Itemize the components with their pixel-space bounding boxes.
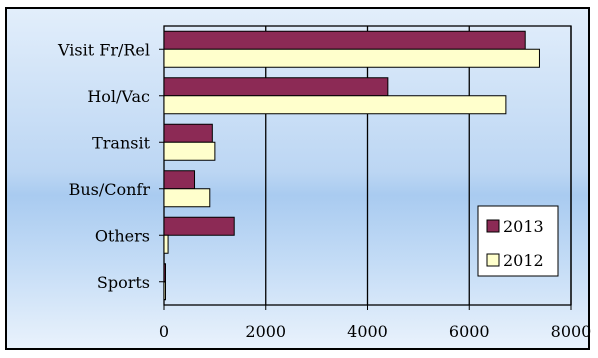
bar-2012-visit-fr-rel [163, 48, 540, 68]
legend-label-2012: 2012 [503, 251, 544, 270]
legend-label-2013: 2013 [503, 217, 544, 236]
bar-2013-bus-confr [163, 170, 196, 190]
x-tick-label: 6000 [449, 322, 490, 341]
bar-2013-sports [163, 263, 166, 283]
bar-2012-transit [163, 141, 216, 161]
bar-2012-others [163, 234, 169, 254]
y-tick-label: Bus/Confr [69, 180, 151, 199]
y-tick-label: Hol/Vac [87, 87, 150, 106]
x-tick-label: 8000 [551, 322, 592, 341]
y-tick-label: Visit Fr/Rel [57, 40, 150, 59]
bar-2012-hol-vac [163, 95, 507, 115]
y-tick-label: Sports [97, 273, 150, 292]
y-tick-label: Transit [92, 133, 150, 152]
x-tick-label: 0 [159, 322, 169, 341]
x-tick-label: 2000 [245, 322, 286, 341]
bar-2013-visit-fr-rel [163, 30, 526, 50]
bar-2013-hol-vac [163, 77, 389, 97]
bar-2013-transit [163, 123, 213, 143]
x-tick-label: 4000 [347, 322, 388, 341]
y-tick-label: Others [95, 226, 150, 245]
bar-2012-bus-confr [163, 188, 211, 208]
legend-swatch-2012 [486, 253, 500, 267]
bar-2012-sports [163, 281, 166, 301]
bar-2013-others [163, 216, 235, 236]
legend-swatch-2013 [486, 219, 500, 233]
